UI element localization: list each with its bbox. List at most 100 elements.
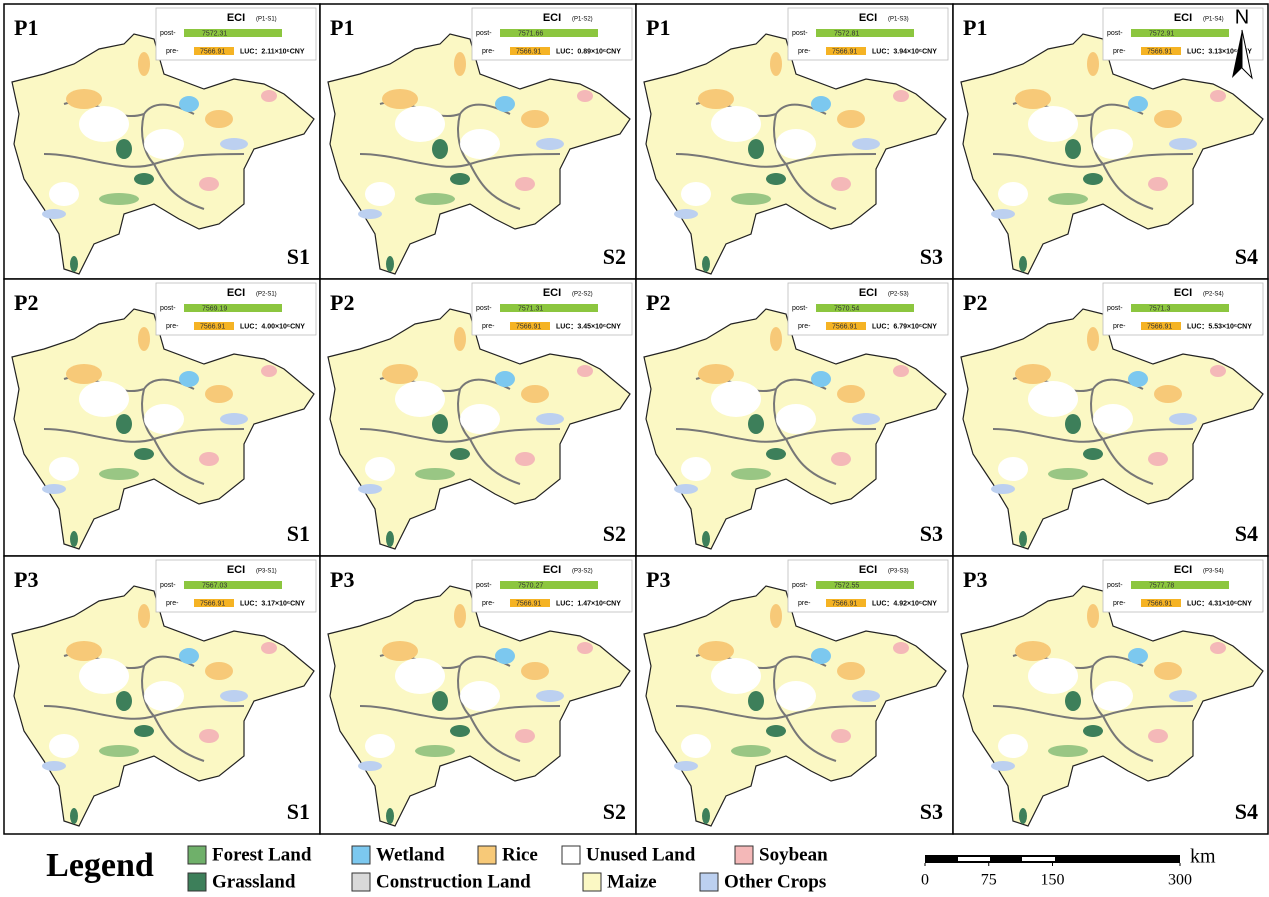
scenario-label: S2: [603, 799, 626, 824]
legend-swatch: [582, 872, 602, 892]
panel: P1 S2 ECI (P1-S2) post- 7571.66 pre- 7566.91 LUC…: [319, 3, 637, 280]
panel: P1 S1 ECI (P1-S1) post- 7572.31 pre- 7566.91 LUC…: [3, 3, 321, 280]
legend-label: Grassland: [212, 871, 296, 892]
post-label: post-: [1107, 582, 1123, 589]
eci-code: (P2-S3): [888, 292, 909, 298]
eci-title: ECI: [227, 564, 245, 576]
post-value: 7567.03: [202, 582, 227, 589]
legend-swatch: [477, 845, 497, 865]
post-value: 7572.91: [1149, 30, 1174, 37]
pre-label: pre-: [166, 600, 179, 607]
pre-bar: [826, 599, 866, 607]
scenario-label: S4: [1235, 521, 1258, 546]
scale-unit: km: [1190, 846, 1216, 868]
post-label: post-: [160, 30, 176, 37]
period-label: P2: [646, 290, 670, 315]
eci-code: (P3-S3): [888, 569, 909, 575]
pre-value: 7566.91: [516, 600, 541, 607]
post-value: 7571.66: [518, 30, 543, 37]
period-label: P2: [14, 290, 38, 315]
period-label: P1: [646, 15, 670, 40]
pre-bar: [194, 322, 234, 330]
luc-value: LUC：3.13×10⁶CNY: [1187, 48, 1252, 55]
eci-title: ECI: [543, 12, 561, 24]
luc-value: LUC：4.31×10⁶CNY: [1187, 600, 1252, 607]
scenario-label: S3: [920, 799, 943, 824]
legend-swatch: [351, 845, 371, 865]
pre-label: pre-: [1113, 600, 1126, 607]
pre-label: pre-: [482, 48, 495, 55]
eci-title: ECI: [543, 287, 561, 299]
post-bar: [184, 304, 282, 312]
post-label: post-: [476, 30, 492, 37]
post-bar: [816, 304, 914, 312]
post-bar: [1131, 29, 1229, 37]
eci-box: ECI (P1-S3) post- 7572.81 pre- 7566.91 LUC：3.9…: [787, 7, 949, 61]
pre-bar: [510, 47, 550, 55]
eci-title: ECI: [859, 287, 877, 299]
legend-swatch: [561, 845, 581, 865]
scale-tick-label: 75: [981, 872, 997, 889]
post-value: 7570.27: [518, 582, 543, 589]
post-label: post-: [792, 30, 808, 37]
scale-tick-label: 150: [1041, 872, 1065, 889]
luc-value: LUC：6.79×10⁶CNY: [872, 323, 937, 330]
post-label: post-: [476, 582, 492, 589]
scenario-label: S2: [603, 521, 626, 546]
legend-swatch: [351, 872, 371, 892]
post-value: 7572.31: [202, 30, 227, 37]
post-bar: [500, 581, 598, 589]
post-bar: [184, 29, 282, 37]
pre-bar: [510, 322, 550, 330]
eci-code: (P1-S3): [888, 17, 909, 23]
pre-label: pre-: [482, 600, 495, 607]
eci-title: ECI: [1174, 12, 1192, 24]
pre-bar: [826, 47, 866, 55]
pre-value: 7566.91: [1147, 48, 1172, 55]
legend-label: Construction Land: [376, 871, 531, 892]
legend-label: Unused Land: [586, 844, 696, 865]
scenario-label: S1: [287, 799, 310, 824]
period-label: P2: [963, 290, 987, 315]
north-label: N: [1235, 6, 1249, 28]
period-label: P1: [330, 15, 354, 40]
legend-swatch: [734, 845, 754, 865]
scale-tick-label: 0: [921, 872, 929, 889]
legend-title: Legend: [46, 847, 154, 884]
pre-value: 7566.91: [516, 48, 541, 55]
eci-code: (P2-S1): [256, 292, 277, 298]
scale-bar-gap: [958, 857, 990, 861]
luc-value: LUC：5.53×10⁶CNY: [1187, 323, 1252, 330]
pre-label: pre-: [798, 600, 811, 607]
post-value: 7572.55: [834, 582, 859, 589]
scenario-label: S2: [603, 244, 626, 269]
scenario-label: S1: [287, 244, 310, 269]
panel-grid: P1 S1 ECI (P1-S1) post- 7572.31 pre- 7566.91 LUC…: [3, 3, 1269, 835]
pre-value: 7566.91: [200, 600, 225, 607]
panel: P3 S3 ECI (P3-S3) post- 7572.55 pre- 7566.91 LUC…: [635, 555, 954, 835]
eci-title: ECI: [227, 287, 245, 299]
pre-bar: [1141, 47, 1181, 55]
pre-value: 7566.91: [832, 600, 857, 607]
pre-value: 7566.91: [1147, 323, 1172, 330]
eci-code: (P3-S1): [256, 569, 277, 575]
eci-code: (P1-S1): [256, 17, 277, 23]
luc-value: LUC：3.17×10⁶CNY: [240, 600, 305, 607]
period-label: P2: [330, 290, 354, 315]
pre-bar: [194, 599, 234, 607]
pre-label: pre-: [166, 48, 179, 55]
pre-bar: [510, 599, 550, 607]
pre-value: 7566.91: [516, 323, 541, 330]
eci-box: ECI (P2-S3) post- 7570.54 pre- 7566.91 LUC：6.7…: [787, 282, 949, 336]
pre-bar: [194, 47, 234, 55]
legend-swatch: [187, 845, 207, 865]
legend-label: Forest Land: [212, 844, 312, 865]
scenario-label: S3: [920, 521, 943, 546]
post-bar: [816, 581, 914, 589]
post-label: post-: [476, 305, 492, 312]
legend-label: Soybean: [759, 844, 828, 865]
pre-value: 7566.91: [200, 323, 225, 330]
legend-label: Rice: [502, 844, 538, 865]
eci-code: (P1-S2): [572, 17, 593, 23]
